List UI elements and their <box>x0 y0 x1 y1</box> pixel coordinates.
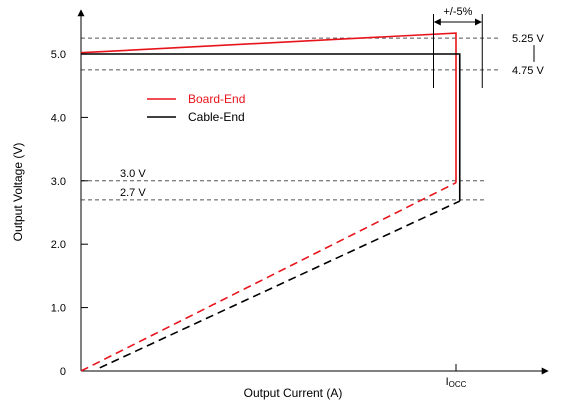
legend-label-cable-end: Cable-End <box>188 110 245 124</box>
tolerance-annotation: +/-5% <box>433 6 483 88</box>
x-tick-label-iocc: IOCC <box>446 376 467 389</box>
series-board-end-dashed <box>80 181 457 372</box>
legend-label-board-end: Board-End <box>188 92 245 106</box>
x-ticks: IOCC <box>446 364 467 389</box>
series-board-end-solid <box>80 32 457 183</box>
y-tick-label-5-0: 5.0 <box>51 49 66 61</box>
annotation-label: +/-5% <box>443 6 472 18</box>
series-lines <box>80 32 461 372</box>
reference-label-4-75-v: 4.75 V <box>512 65 544 77</box>
reference-label-5-25-v: 5.25 V <box>512 33 544 45</box>
y-tick-label-3-0: 3.0 <box>51 176 66 188</box>
y-tick-label-0: 0 <box>60 366 66 378</box>
reference-label-2-7-v: 2.7 V <box>120 187 146 199</box>
axes <box>77 9 549 375</box>
legend: Board-End Cable-End <box>147 92 245 124</box>
y-ticks: 0 1.0 2.0 3.0 4.0 5.0 <box>51 49 88 378</box>
y-tick-label-1-0: 1.0 <box>51 303 66 315</box>
x-axis-label: Output Current (A) <box>244 386 343 400</box>
reference-label-3-0-v: 3.0 V <box>120 168 146 180</box>
y-axis-label: Output Voltage (V) <box>11 143 25 242</box>
y-tick-label-2-0: 2.0 <box>51 239 66 251</box>
y-tick-label-4-0: 4.0 <box>51 112 66 124</box>
reference-lines: 5.25 V 4.75 V 3.0 V 2.7 V <box>81 33 544 201</box>
series-cable-end-dashed <box>99 200 461 369</box>
series-cable-end-solid <box>81 53 461 202</box>
